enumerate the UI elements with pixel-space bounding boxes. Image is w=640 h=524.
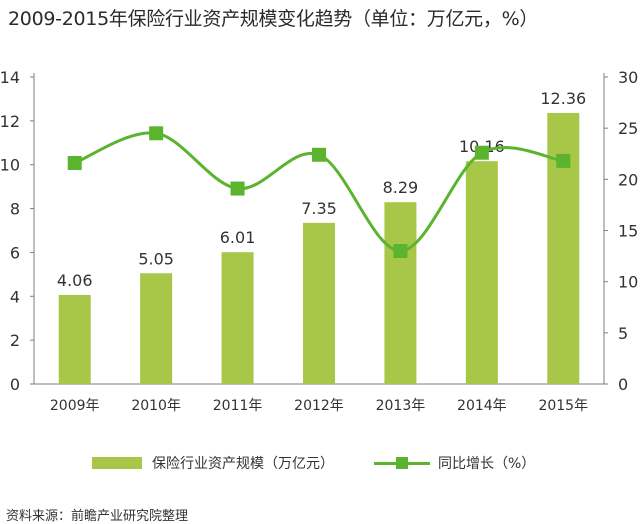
growth-point [149, 126, 164, 141]
bar [140, 273, 173, 384]
chart-legend: 保险行业资产规模（万亿元） 同比增长（%） [92, 453, 572, 475]
y-left-tick-label: 8 [10, 200, 20, 219]
bar [221, 252, 254, 384]
x-tick-label: 2013年 [376, 398, 426, 414]
bar-value-label: 12.36 [540, 89, 586, 108]
y-left-tick-label: 2 [10, 331, 20, 350]
bar [465, 161, 498, 384]
y-right-tick-label: 0 [618, 375, 628, 394]
growth-point [312, 147, 326, 162]
y-left-tick-label: 12 [0, 112, 20, 131]
y-right-tick-label: 15 [618, 222, 638, 241]
bar [547, 112, 580, 384]
bar [303, 222, 335, 384]
y-right-tick-label: 20 [618, 170, 638, 189]
bar-value-label: 8.29 [383, 178, 419, 197]
y-left-tick-label: 6 [10, 243, 20, 262]
legend-bar-label: 保险行业资产规模（万亿元） [152, 456, 334, 472]
growth-point [67, 155, 82, 170]
source-note: 资料来源：前瞻产业研究院整理 [6, 509, 189, 524]
growth-point [556, 153, 571, 168]
y-right-tick-label: 5 [618, 324, 628, 343]
legend-line-label: 同比增长（%） [438, 456, 536, 472]
x-tick-label: 2010年 [131, 398, 181, 414]
growth-point [474, 145, 489, 160]
x-tick-label: 2014年 [457, 398, 507, 414]
bar [384, 202, 417, 384]
x-tick-label: 2009年 [50, 398, 100, 414]
legend-line-swatch [374, 456, 430, 470]
bar-value-label: 7.35 [301, 199, 337, 218]
y-left-tick-label: 14 [0, 68, 20, 87]
bar-value-label: 6.01 [220, 228, 256, 247]
legend-item-line: 同比增长（%） [374, 453, 535, 473]
legend-bar-swatch [92, 457, 142, 469]
bar [58, 294, 91, 384]
chart: 0 2 4 6 8 10 12 14 0 5 10 15 20 25 30 4.06 5.05 6.01 7.35 8… [0, 68, 638, 414]
y-left-tick-label: 4 [10, 287, 20, 306]
y-right-tick-label: 10 [618, 273, 638, 292]
growth-point [393, 243, 408, 258]
x-tick-label: 2011年 [213, 398, 263, 414]
legend-item-bar: 保险行业资产规模（万亿元） [92, 453, 334, 473]
y-left-tick-label: 0 [10, 375, 20, 394]
x-tick-label: 2015年 [538, 398, 588, 414]
bar-value-label: 4.06 [57, 271, 93, 290]
x-tick-label: 2012年 [294, 398, 344, 414]
y-right-tick-label: 30 [618, 68, 638, 87]
y-left-tick-label: 10 [0, 156, 20, 175]
y-right-tick-label: 25 [618, 119, 638, 138]
chart-title: 2009-2015年保险行业资产规模变化趋势（单位：万亿元，%） [8, 8, 539, 30]
growth-point [230, 181, 245, 196]
bar-value-label: 5.05 [138, 249, 174, 268]
